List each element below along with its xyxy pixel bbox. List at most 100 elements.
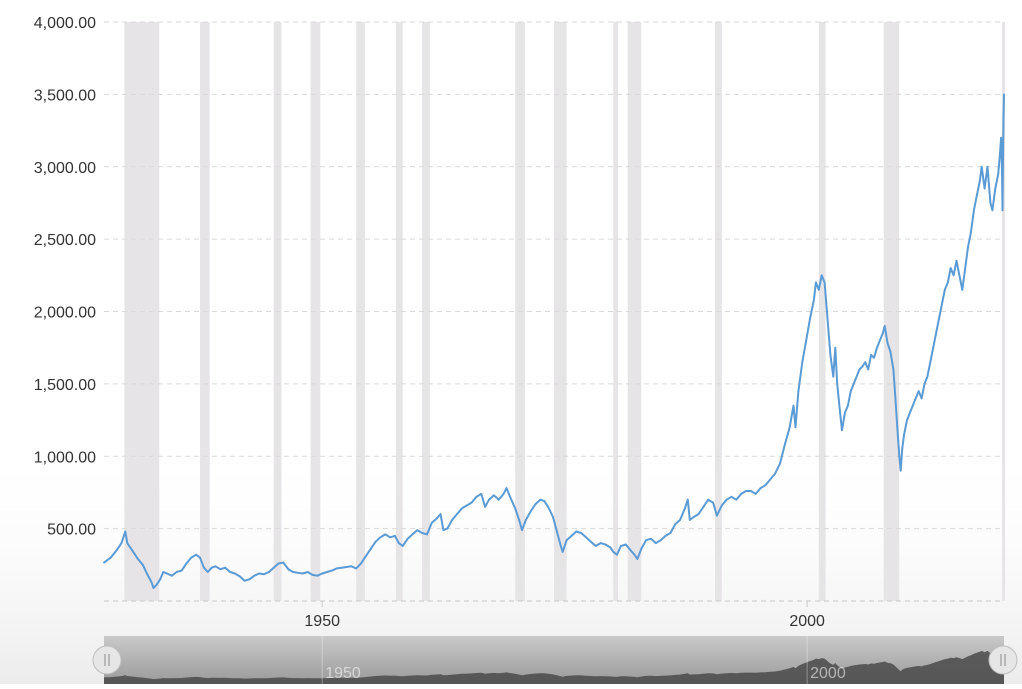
data-point: [155, 584, 158, 586]
data-point: [629, 549, 632, 552]
data-point: [1001, 209, 1004, 212]
data-point: [369, 548, 372, 550]
data-point: [961, 288, 964, 291]
data-point: [287, 568, 290, 571]
data-point: [180, 569, 183, 572]
data-point: [815, 281, 817, 284]
data-point: [171, 574, 173, 577]
data-point: [894, 397, 897, 400]
data-point: [493, 494, 495, 497]
data-point: [416, 529, 419, 531]
data-point: [505, 487, 508, 489]
data-point: [374, 540, 377, 543]
data-point: [674, 523, 677, 526]
data-point: [543, 500, 546, 502]
data-point: [439, 513, 442, 515]
data-point: [521, 529, 523, 531]
data-point: [150, 581, 153, 584]
data-point: [585, 536, 587, 539]
data-point: [224, 566, 227, 569]
data-point: [881, 332, 884, 335]
y-tick-label: 2,000.00: [34, 305, 96, 322]
data-point: [823, 281, 826, 284]
data-point: [1002, 115, 1005, 117]
data-point: [889, 351, 892, 353]
data-point: [311, 574, 314, 576]
data-point: [430, 521, 433, 524]
data-point: [609, 546, 612, 549]
data-point: [750, 490, 752, 492]
data-point: [316, 574, 319, 577]
data-point: [879, 339, 881, 342]
data-point: [248, 578, 251, 581]
data-point: [263, 573, 265, 576]
data-point: [465, 504, 468, 507]
navigator[interactable]: 1950 2000: [92, 636, 1018, 684]
data-point: [654, 542, 657, 544]
data-point: [864, 361, 867, 364]
data-point: [805, 339, 808, 342]
data-point: [397, 542, 400, 544]
data-point: [539, 498, 542, 501]
recession-band: [395, 22, 403, 601]
y-tick-label: 3,500.00: [34, 87, 96, 104]
data-point: [497, 498, 500, 501]
data-point: [229, 571, 232, 573]
data-point: [451, 519, 454, 521]
data-point: [133, 552, 136, 555]
data-point: [983, 187, 986, 190]
data-point: [929, 361, 932, 364]
data-point: [989, 202, 992, 204]
data-point: [426, 533, 428, 536]
x-tick-label: 1950: [304, 613, 340, 630]
data-point: [272, 566, 275, 569]
data-point: [911, 404, 914, 407]
recession-band: [1002, 22, 1006, 601]
data-point: [759, 487, 762, 489]
data-point: [946, 281, 949, 284]
navigator-handle-right[interactable]: [988, 645, 1018, 675]
data-point: [817, 288, 820, 291]
data-point: [783, 443, 786, 446]
data-point: [820, 274, 823, 277]
data-point: [740, 493, 743, 495]
data-point: [764, 484, 767, 487]
data-point: [1003, 93, 1005, 96]
data-point: [321, 572, 324, 575]
data-point: [306, 571, 309, 573]
data-point: [684, 507, 686, 510]
recession-band: [613, 22, 618, 601]
data-point: [991, 209, 994, 212]
navigator-handle-left[interactable]: [92, 645, 122, 675]
data-point: [475, 495, 478, 498]
data-point: [510, 498, 513, 501]
navigator-handle-left-knob[interactable]: [92, 645, 122, 675]
data-point: [203, 566, 205, 569]
data-point: [832, 375, 835, 378]
data-point: [570, 535, 573, 537]
data-point: [210, 566, 213, 569]
data-point: [980, 165, 983, 168]
data-point: [788, 426, 791, 429]
data-point: [580, 532, 583, 534]
data-point: [301, 572, 304, 575]
data-point: [394, 535, 396, 537]
data-point: [331, 569, 333, 572]
data-point: [975, 194, 978, 197]
data-point: [858, 368, 861, 371]
data-point: [712, 501, 714, 504]
gridlines: [104, 21, 1004, 602]
data-point: [456, 513, 458, 515]
data-point: [640, 548, 643, 550]
data-point: [636, 558, 639, 560]
navigator-ticks: 1950 2000: [321, 636, 846, 684]
data-point: [716, 514, 718, 517]
data-point: [917, 390, 920, 392]
data-point: [964, 267, 967, 269]
data-point: [813, 299, 815, 301]
data-point: [725, 498, 728, 501]
data-point: [406, 537, 409, 540]
data-point: [137, 558, 139, 560]
navigator-handle-right-knob[interactable]: [988, 645, 1018, 675]
data-point: [650, 537, 652, 540]
